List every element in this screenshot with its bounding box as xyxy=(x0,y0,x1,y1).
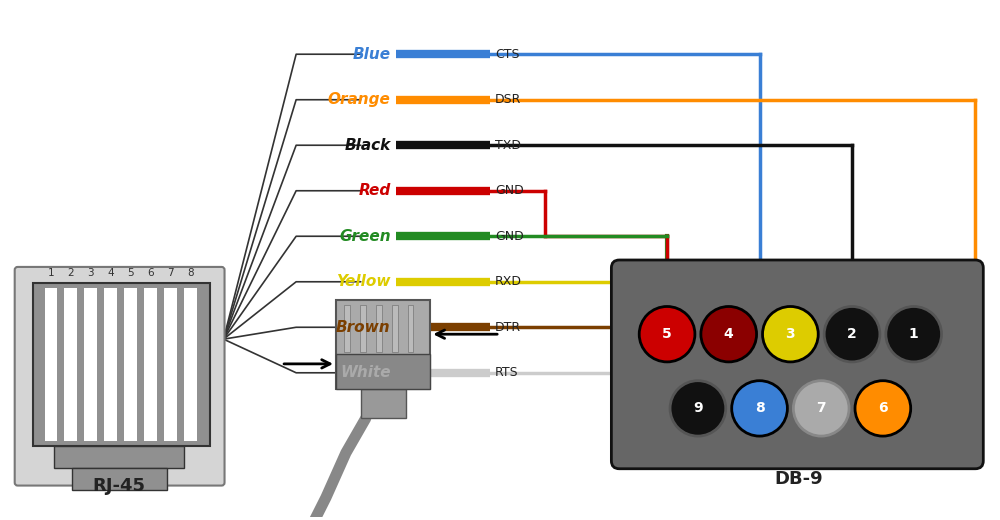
Text: 4: 4 xyxy=(724,327,734,341)
FancyBboxPatch shape xyxy=(611,260,983,469)
Text: 9: 9 xyxy=(693,401,703,415)
Circle shape xyxy=(855,381,911,436)
Text: Black: Black xyxy=(344,138,391,153)
Bar xyxy=(184,288,197,441)
Text: 7: 7 xyxy=(167,268,174,278)
Text: 5: 5 xyxy=(662,327,672,341)
Bar xyxy=(54,446,184,468)
Text: 8: 8 xyxy=(187,268,194,278)
Text: 2: 2 xyxy=(847,327,857,341)
Bar xyxy=(408,305,413,352)
Bar xyxy=(360,305,366,352)
Circle shape xyxy=(639,306,695,362)
Text: GND: GND xyxy=(495,230,524,243)
Bar xyxy=(33,283,210,446)
Bar xyxy=(124,288,137,441)
Text: Red: Red xyxy=(358,183,391,198)
Text: 6: 6 xyxy=(878,401,888,415)
Text: 3: 3 xyxy=(87,268,94,278)
Text: Brown: Brown xyxy=(336,320,391,335)
Text: 4: 4 xyxy=(107,268,114,278)
Text: 6: 6 xyxy=(147,268,154,278)
Circle shape xyxy=(701,306,757,362)
Text: 1: 1 xyxy=(48,268,54,278)
Circle shape xyxy=(732,381,787,436)
Bar xyxy=(64,288,77,441)
Text: 8: 8 xyxy=(755,401,764,415)
Text: Blue: Blue xyxy=(352,47,391,62)
Bar xyxy=(84,288,97,441)
Text: 7: 7 xyxy=(816,401,826,415)
Text: Yellow: Yellow xyxy=(336,274,391,289)
Bar xyxy=(144,288,157,441)
Text: 5: 5 xyxy=(127,268,134,278)
Text: RTS: RTS xyxy=(495,366,519,379)
Text: Green: Green xyxy=(339,229,391,244)
Bar xyxy=(392,305,398,352)
Bar xyxy=(336,300,430,388)
Bar xyxy=(376,305,382,352)
Text: 2: 2 xyxy=(68,268,74,278)
Text: DSR: DSR xyxy=(495,93,521,106)
Bar xyxy=(336,354,430,388)
Text: GND: GND xyxy=(495,184,524,197)
Bar xyxy=(344,305,350,352)
Text: White: White xyxy=(340,365,391,380)
Circle shape xyxy=(670,381,726,436)
Circle shape xyxy=(824,306,880,362)
FancyBboxPatch shape xyxy=(15,267,225,486)
Text: DTR: DTR xyxy=(495,321,521,334)
Text: 3: 3 xyxy=(786,327,795,341)
Circle shape xyxy=(886,306,942,362)
Text: Orange: Orange xyxy=(328,92,391,107)
Circle shape xyxy=(793,381,849,436)
Bar xyxy=(45,288,57,441)
Circle shape xyxy=(763,306,818,362)
Text: 1: 1 xyxy=(909,327,919,341)
Bar xyxy=(72,468,167,489)
Text: RJ-45: RJ-45 xyxy=(93,477,146,496)
Text: DB-9: DB-9 xyxy=(774,470,823,488)
Text: CTS: CTS xyxy=(495,48,520,61)
Text: RXD: RXD xyxy=(495,275,522,288)
Bar xyxy=(164,288,177,441)
Bar xyxy=(104,288,117,441)
Bar xyxy=(361,388,406,418)
Text: TXD: TXD xyxy=(495,139,521,152)
